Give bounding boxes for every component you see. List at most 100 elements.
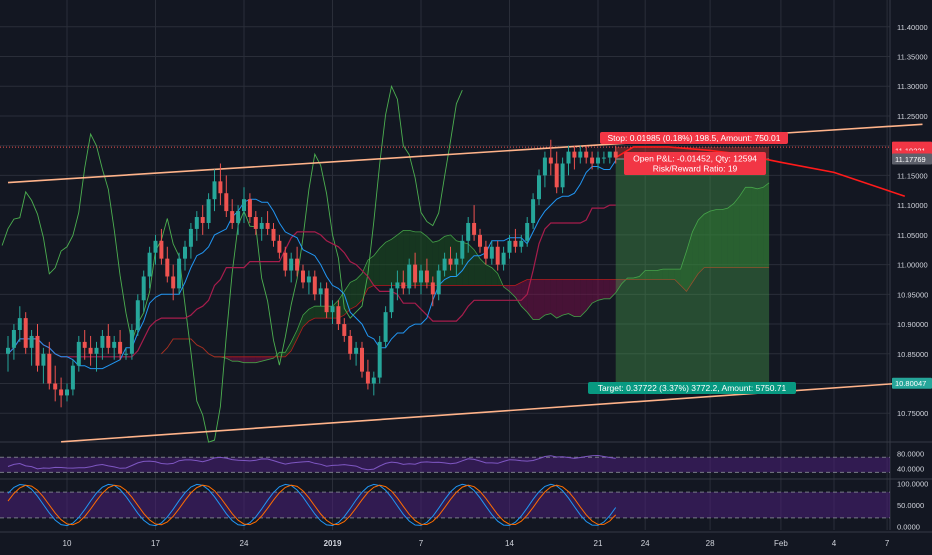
candle[interactable] (277, 234, 282, 259)
target-label[interactable]: Target: 0.37722 (3.37%) 3772.2, Amount: … (588, 382, 796, 394)
candle[interactable] (112, 335, 117, 360)
candle[interactable] (242, 187, 246, 223)
candle[interactable] (548, 139, 553, 176)
candle[interactable] (306, 270, 311, 295)
stop-label[interactable]: Stop: 0.01985 (0.18%) 198.5, Amount: 750… (600, 132, 788, 144)
candle[interactable] (70, 359, 75, 396)
candle[interactable] (65, 383, 69, 402)
candle[interactable] (542, 151, 547, 188)
candle[interactable] (23, 312, 28, 354)
candle[interactable] (53, 365, 58, 402)
candle[interactable] (230, 199, 235, 229)
candle[interactable] (124, 347, 128, 360)
candle[interactable] (183, 240, 187, 271)
candle[interactable] (41, 347, 46, 384)
candle[interactable] (188, 222, 193, 259)
candle[interactable] (383, 306, 388, 348)
candle[interactable] (247, 193, 252, 223)
candle[interactable] (17, 306, 22, 342)
candle[interactable] (424, 258, 429, 289)
candle[interactable] (159, 228, 164, 265)
open-pnl-box[interactable]: Open P&L: -0.01452, Qty: 12594Risk/Rewar… (624, 152, 766, 175)
candle[interactable] (448, 246, 453, 271)
candle[interactable] (483, 240, 488, 265)
candle[interactable] (194, 211, 199, 241)
candle[interactable] (401, 270, 406, 295)
candle[interactable] (578, 145, 583, 164)
candle[interactable] (301, 264, 305, 289)
candle[interactable] (472, 205, 477, 241)
candle[interactable] (566, 145, 571, 176)
candle[interactable] (153, 234, 158, 265)
candle[interactable] (206, 193, 211, 229)
candle[interactable] (407, 258, 412, 295)
candle[interactable] (47, 341, 52, 390)
price-axis-badge[interactable]: 10.80047 (892, 377, 932, 389)
candle[interactable] (354, 341, 359, 366)
candle[interactable] (537, 169, 541, 206)
candle[interactable] (365, 359, 370, 390)
candle[interactable] (11, 324, 16, 360)
candle[interactable] (236, 205, 241, 235)
candle[interactable] (348, 330, 353, 360)
candle[interactable] (135, 294, 140, 336)
candle[interactable] (377, 335, 382, 384)
candle[interactable] (590, 151, 595, 170)
price-axis-badge[interactable]: 11.17769 (892, 153, 932, 165)
candle[interactable] (584, 145, 589, 164)
candle[interactable] (519, 234, 524, 253)
candle[interactable] (360, 341, 364, 378)
candle[interactable] (141, 270, 146, 313)
candle[interactable] (165, 246, 170, 283)
candle[interactable] (560, 157, 565, 194)
candle[interactable] (572, 145, 577, 170)
candle[interactable] (88, 335, 93, 366)
candle[interactable] (607, 151, 612, 164)
candle[interactable] (35, 324, 40, 372)
candle[interactable] (466, 217, 471, 253)
candle[interactable] (442, 252, 447, 277)
candle[interactable] (177, 252, 182, 295)
candle[interactable] (525, 217, 530, 247)
candle[interactable] (531, 193, 536, 229)
candle[interactable] (430, 276, 435, 307)
candle[interactable] (318, 282, 323, 307)
candle[interactable] (147, 246, 152, 289)
candle[interactable] (265, 211, 270, 235)
candle[interactable] (289, 252, 294, 283)
candle[interactable] (336, 300, 341, 330)
candle[interactable] (129, 324, 134, 360)
candle[interactable] (489, 240, 494, 265)
candle[interactable] (283, 246, 288, 277)
candle[interactable] (253, 211, 258, 235)
candle[interactable] (554, 151, 559, 194)
candle[interactable] (29, 330, 34, 366)
candle[interactable] (212, 169, 217, 212)
candle[interactable] (395, 270, 400, 301)
candle[interactable] (6, 335, 10, 372)
candle[interactable] (200, 205, 205, 235)
candle[interactable] (460, 234, 465, 265)
candle[interactable] (330, 300, 335, 325)
candle[interactable] (596, 151, 600, 170)
candle[interactable] (601, 151, 606, 164)
candle[interactable] (76, 335, 81, 372)
candle[interactable] (171, 264, 176, 301)
candle[interactable] (100, 330, 105, 360)
position-labels[interactable]: Stop: 0.01985 (0.18%) 198.5, Amount: 750… (588, 132, 796, 394)
candle[interactable] (501, 246, 506, 271)
candle[interactable] (507, 234, 512, 259)
candle[interactable] (259, 217, 264, 241)
price-and-time-axes[interactable]: 11.4000011.3500011.3000011.2500011.20000… (63, 23, 932, 548)
candle[interactable] (513, 228, 518, 253)
candlesticks[interactable] (6, 139, 618, 408)
candle[interactable] (271, 222, 276, 247)
candle[interactable] (342, 318, 347, 342)
candle[interactable] (106, 324, 111, 354)
candle[interactable] (324, 282, 329, 319)
candle[interactable] (613, 145, 618, 164)
candle[interactable] (118, 330, 123, 360)
candle[interactable] (478, 228, 482, 253)
